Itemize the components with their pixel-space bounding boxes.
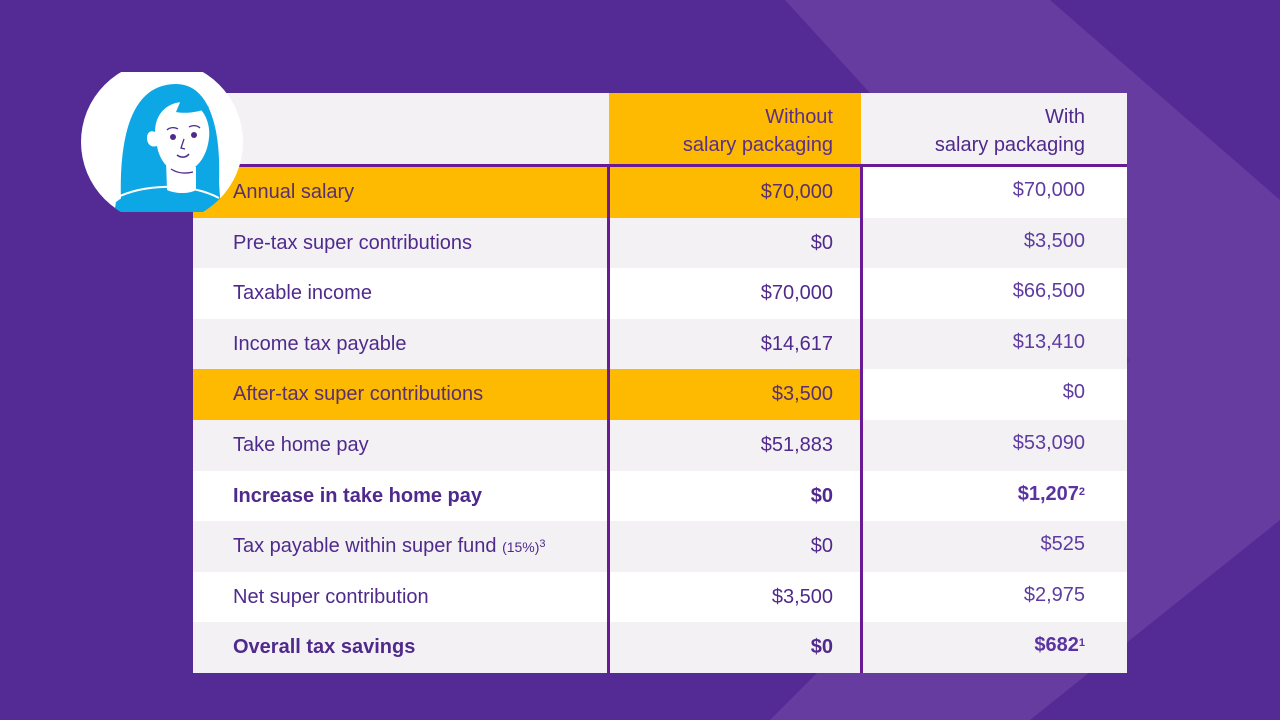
column-divider-right: [860, 165, 863, 673]
row-label-text: Pre-tax super contributions: [233, 231, 473, 254]
value-with-salary-packaging: $6821: [861, 622, 1127, 674]
row-label: After-tax super contributions: [193, 369, 609, 421]
value-text: $66,500: [1012, 280, 1085, 303]
value-without-salary-packaging: $3,500: [609, 369, 861, 421]
value-without-salary-packaging: $0: [609, 521, 861, 573]
value-text: $51,883: [760, 434, 833, 456]
value-with-salary-packaging: $0: [861, 369, 1127, 421]
table-row: Annual salary $70,000 $70,000: [193, 167, 1127, 218]
value-without-salary-packaging: $70,000: [609, 268, 861, 320]
row-label-text: Overall tax savings: [233, 636, 416, 659]
row-label: Income tax payable: [193, 318, 609, 370]
header-blank-cell: [193, 93, 609, 165]
value-text: $53,090: [1012, 432, 1085, 454]
value-text: $0: [810, 535, 833, 558]
value-with-salary-packaging: $1,2072: [861, 470, 1127, 522]
footnote-marker: 2: [1078, 485, 1085, 498]
table-row: Taxable income $70,000 $66,500: [193, 268, 1127, 320]
header-without-line2: salary packaging: [682, 134, 833, 156]
row-label: Taxable income: [193, 268, 609, 320]
row-label: Net super contribution: [193, 571, 609, 623]
woman-avatar-icon: [81, 61, 243, 223]
value-text: $682: [1034, 634, 1079, 657]
table-row: Overall tax savings $0 $6821: [193, 622, 1127, 674]
row-label-text: Annual salary: [233, 181, 355, 203]
value-text: $70,000: [760, 282, 833, 305]
row-label: Increase in take home pay: [193, 470, 609, 522]
value-text: $0: [810, 231, 833, 254]
value-text: $3,500: [771, 585, 833, 608]
footnote-marker: 1: [1078, 637, 1085, 650]
row-label-text: Income tax payable: [233, 332, 407, 355]
value-without-salary-packaging: $0: [609, 622, 861, 674]
header-with-salary-packaging: With salary packaging: [861, 93, 1127, 165]
value-text: $14,617: [760, 332, 833, 355]
header-divider: [193, 164, 1127, 167]
row-label-text: Take home pay: [233, 434, 369, 456]
value-without-salary-packaging: $0: [609, 470, 861, 522]
row-label: Annual salary: [193, 167, 609, 218]
footnote-marker: 3: [539, 538, 546, 551]
value-with-salary-packaging: $2,975: [861, 571, 1127, 623]
value-without-salary-packaging: $3,500: [609, 571, 861, 623]
table-row: Income tax payable $14,617 $13,410: [193, 318, 1127, 370]
header-without-salary-packaging: Without salary packaging: [609, 93, 861, 165]
value-text: $1,207: [1017, 482, 1079, 505]
row-label-text: Increase in take home pay: [233, 484, 483, 507]
value-text: $70,000: [760, 181, 833, 203]
value-text: $0: [810, 484, 833, 507]
value-with-salary-packaging: $3,500: [861, 217, 1127, 269]
table-row: Take home pay $51,883 $53,090: [193, 420, 1127, 471]
value-with-salary-packaging: $525: [861, 521, 1127, 573]
value-without-salary-packaging: $0: [609, 217, 861, 269]
row-label-text: Taxable income: [233, 282, 372, 305]
row-label-text: Tax payable within super fund: [233, 535, 497, 558]
value-with-salary-packaging: $66,500: [861, 268, 1127, 320]
value-with-salary-packaging: $53,090: [861, 420, 1127, 471]
table-row: Tax payable within super fund (15%)3 $0 $5…: [193, 521, 1127, 573]
header-with-line1: With: [1045, 106, 1085, 128]
header-without-line1: Without: [765, 106, 833, 128]
value-text: $525: [1040, 533, 1086, 556]
column-divider-left: [607, 165, 610, 673]
table-row: Net super contribution $3,500 $2,975: [193, 571, 1127, 623]
salary-packaging-comparison-table: Without salary packaging With salary pac…: [193, 93, 1127, 674]
value-text: $70,000: [1012, 179, 1085, 201]
avatar: [81, 61, 243, 223]
value-text: $3,500: [771, 383, 833, 406]
row-label: Pre-tax super contributions: [193, 217, 609, 269]
value-with-salary-packaging: $13,410: [861, 318, 1127, 370]
row-label: Take home pay: [193, 420, 609, 471]
value-with-salary-packaging: $70,000: [861, 167, 1127, 218]
row-label: Tax payable within super fund (15%)3: [193, 521, 609, 573]
row-label-text: Net super contribution: [233, 585, 429, 608]
value-text: $13,410: [1012, 330, 1085, 353]
value-text: $0: [810, 636, 833, 659]
table-row: Increase in take home pay $0 $1,2072: [193, 470, 1127, 522]
table-row: After-tax super contributions $3,500 $0: [193, 369, 1127, 421]
value-text: $0: [1062, 381, 1085, 404]
value-without-salary-packaging: $70,000: [609, 167, 861, 218]
table-row: Pre-tax super contributions $0 $3,500: [193, 217, 1127, 269]
value-text: $3,500: [1023, 229, 1085, 252]
value-without-salary-packaging: $51,883: [609, 420, 861, 471]
value-text: $2,975: [1023, 583, 1085, 606]
row-label-suffix: (15%): [502, 539, 540, 556]
row-label: Overall tax savings: [193, 622, 609, 674]
value-without-salary-packaging: $14,617: [609, 318, 861, 370]
header-with-line2: salary packaging: [934, 134, 1085, 156]
row-label-text: After-tax super contributions: [233, 383, 484, 406]
